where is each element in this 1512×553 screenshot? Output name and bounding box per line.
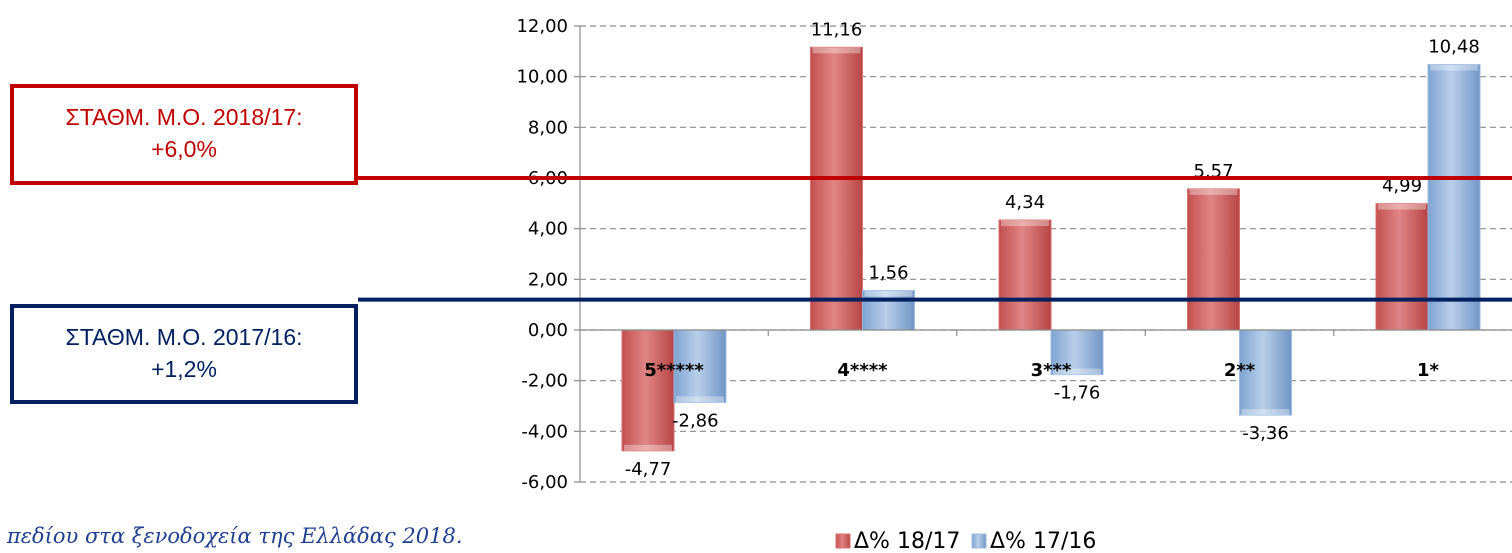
source-note: ι πεδίου στα ξενοδοχεία της Ελλάδας 2018… [0, 524, 463, 548]
data-label: -1,76 [1054, 383, 1101, 404]
legend-label: Δ% 17/16 [990, 529, 1096, 553]
bar-d17-16-2 [1050, 329, 1104, 376]
weighted-average-2018-17-callout: ΣΤΑΘΜ. Μ.Ο. 2018/17: +6,0% [10, 84, 358, 185]
weighted-average-2017-16-callout: ΣΤΑΘΜ. Μ.Ο. 2017/16: +1,2% [10, 304, 358, 404]
bar-d17-16-3 [1239, 329, 1292, 416]
legend-label: Δ% 18/17 [854, 529, 960, 553]
bar-bevel [812, 47, 861, 54]
data-label: 4,34 [1005, 192, 1045, 213]
y-tick-label: 2,00 [528, 269, 568, 290]
bar-d18-17-4 [1375, 203, 1429, 331]
y-tick-label: 12,00 [516, 16, 568, 37]
y-tick-label: -2,00 [521, 371, 568, 392]
bar-d18-17-1 [810, 46, 863, 331]
bar-bevel [1001, 220, 1049, 227]
y-tick-label: -4,00 [521, 421, 568, 442]
category-label: 3*** [1031, 360, 1072, 381]
callout-blue-line1: ΣΤΑΘΜ. Μ.Ο. 2017/16: [65, 324, 303, 350]
category-label: 5***** [644, 360, 704, 381]
data-label: 11,16 [811, 19, 863, 40]
bar-d18-17-0 [621, 329, 675, 452]
y-tick-label: 4,00 [528, 219, 568, 240]
category-label: 1* [1417, 360, 1440, 381]
callout-red-line1: ΣΤΑΘΜ. Μ.Ο. 2018/17: [65, 104, 303, 130]
bar-d18-17-2 [998, 219, 1052, 331]
bar-bevel [1430, 64, 1478, 71]
data-label: 1,56 [868, 262, 908, 283]
bar-d18-17-3 [1187, 188, 1240, 331]
y-tick-label: 10,00 [516, 67, 568, 88]
callout-red-line2: +6,0% [151, 136, 217, 162]
bar-bevel [1378, 203, 1426, 210]
y-tick-label: 8,00 [528, 117, 568, 138]
bar-bevel [1241, 409, 1290, 416]
data-label: -2,86 [672, 410, 719, 431]
bar-d17-16-0 [673, 329, 727, 403]
category-label: 4**** [837, 360, 888, 381]
bar-bevel [1189, 188, 1238, 195]
y-tick-label: -6,00 [521, 472, 568, 493]
data-label: -4,77 [625, 459, 672, 480]
bar-bevel [676, 396, 724, 403]
bar-bevel [624, 444, 672, 451]
legend-swatch [971, 533, 987, 549]
category-label: 2** [1224, 360, 1256, 381]
bar-bevel [1053, 368, 1101, 375]
bar-d17-16-1 [862, 289, 915, 331]
bar-bevel [864, 290, 913, 297]
bar-d17-16-4 [1427, 64, 1481, 331]
data-label: 4,99 [1382, 176, 1422, 197]
data-label: -3,36 [1242, 423, 1289, 444]
legend-swatch [835, 533, 851, 549]
y-tick-label: 0,00 [528, 320, 568, 341]
data-label: 10,48 [1428, 37, 1480, 58]
callout-blue-line2: +1,2% [151, 356, 217, 382]
